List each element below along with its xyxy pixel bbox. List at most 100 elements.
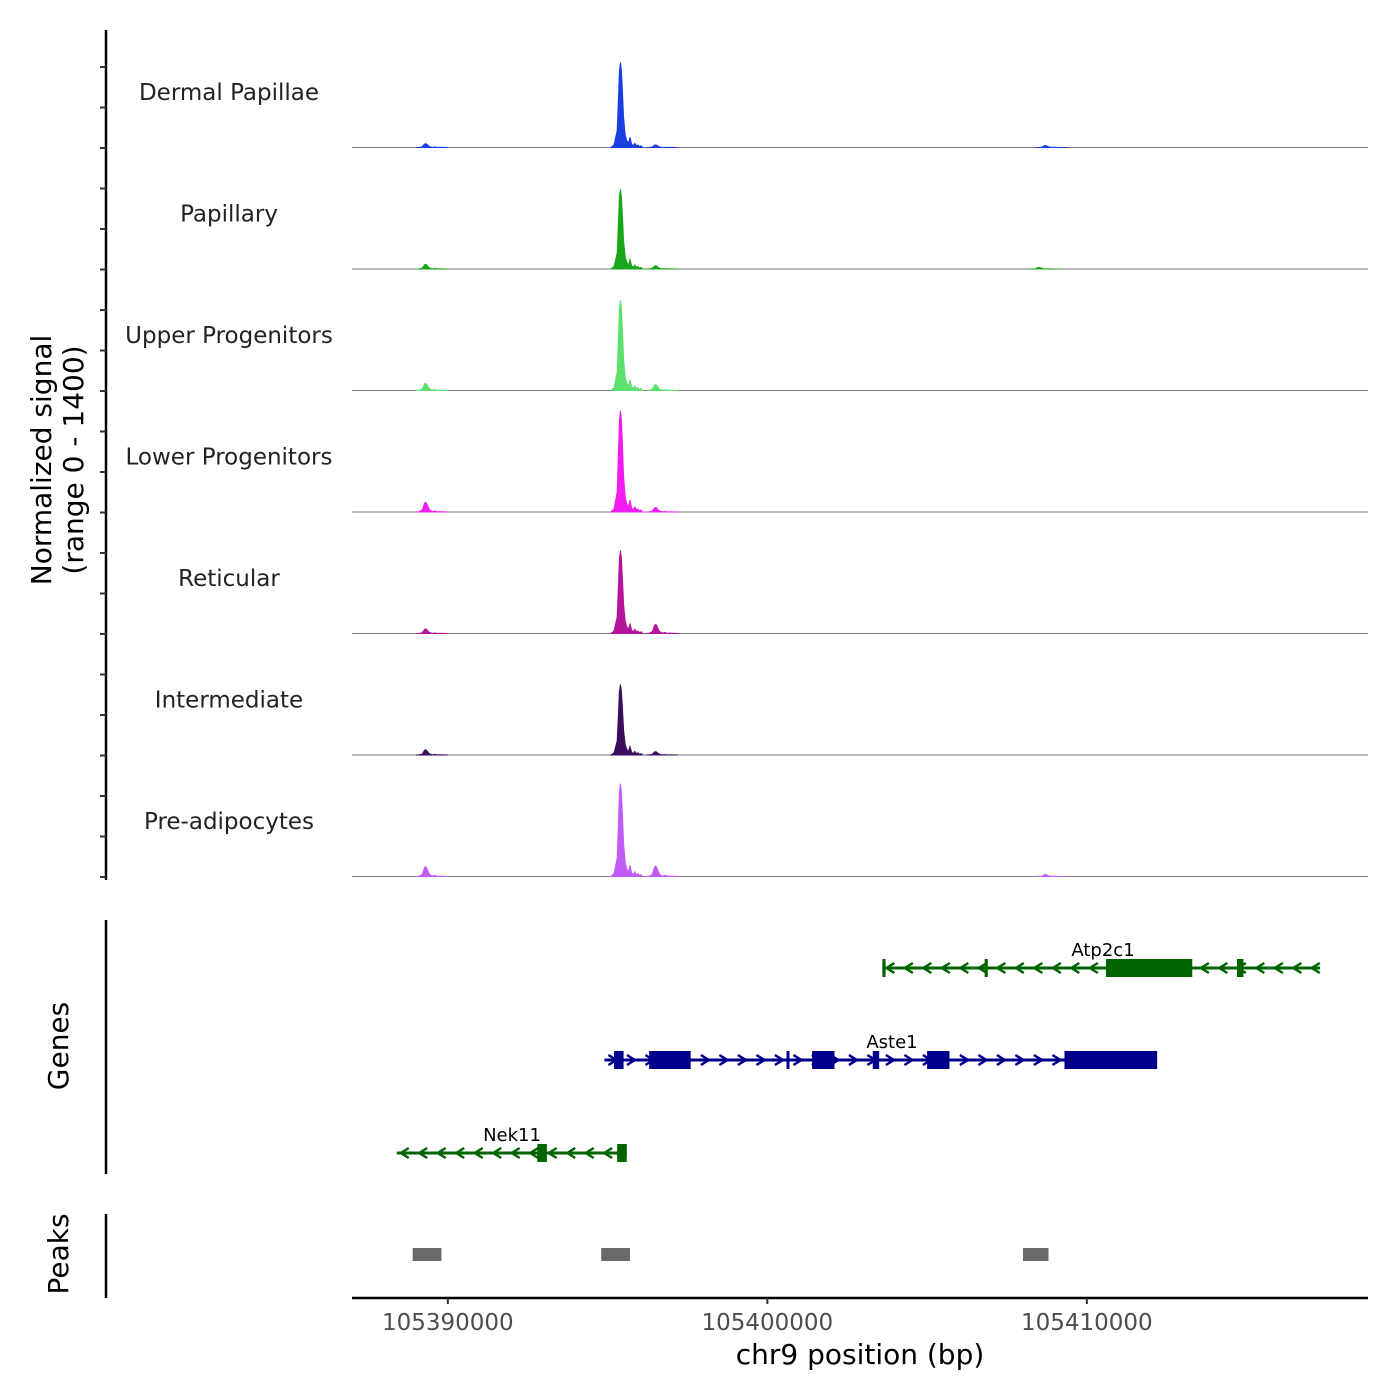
gene-exon [649,1051,691,1069]
coverage-peak [1035,144,1068,149]
gene-exon [613,1051,624,1069]
gene-label: Atp2c1 [1071,940,1134,961]
y-axis-title: Normalized signal (range 0 - 1400) [25,335,90,586]
x-tick-label: 105400000 [701,1310,833,1336]
gene-strand-arrow [1291,961,1303,975]
gene-strand-arrow [453,1146,465,1160]
gene-strand-arrow [1050,961,1062,975]
gene-exon [1237,959,1244,977]
coverage-peak [1029,266,1062,270]
gene-exon [812,1051,835,1069]
gene-strand-arrow [1069,961,1081,975]
gene-label: Aste1 [866,1032,917,1053]
gene-strand-arrow [564,1146,576,1160]
coverage-y-axis [100,30,108,880]
gene-strand-arrow [435,1146,447,1160]
gene-strand-arrow [885,1053,897,1067]
x-tick-label: 105390000 [382,1310,514,1336]
gene-strand-arrow [1087,961,1099,975]
track-papillary: Papillary [180,189,1368,270]
gene-strand-arrow [902,961,914,975]
gene-strand-arrow [995,961,1007,975]
gene-strand-arrow [792,1053,804,1067]
track-pre-adipocytes: Pre-adipocytes [144,783,1368,878]
gene-strand-arrow [1033,1053,1045,1067]
track-label: Reticular [178,566,280,592]
gene-strand-arrow [977,1053,989,1067]
gene-exon [786,1051,790,1069]
gene-aste1: Aste1 [604,1032,1158,1069]
coverage-peak [415,866,448,877]
peak-region [601,1248,630,1261]
track-lower-progenitors: Lower Progenitors [126,410,1368,513]
coverage-peak [415,382,448,391]
coverage-tracks: Dermal Papillae Papillary Upper Progenitor… [125,62,1368,878]
track-label: Dermal Papillae [139,80,319,106]
coverage-peak [415,501,448,513]
gene-strand-arrow [939,961,951,975]
gene-strand-arrow [700,1053,712,1067]
y-axis-title-line1: Normalized signal [25,335,58,586]
gene-strand-arrow [903,1053,915,1067]
genes-panel-label: Genes [42,1002,75,1090]
track-label: Upper Progenitors [125,323,333,349]
coverage-peak [609,62,644,148]
track-label: Pre-adipocytes [144,809,314,835]
gene-strand-arrow [1254,961,1266,975]
gene-strand-arrow [921,961,933,975]
coverage-peak [609,550,644,634]
gene-strand-arrow [527,1146,539,1160]
gene-exon [882,959,886,977]
gene-strand-arrow [1272,961,1284,975]
gene-strand-arrow [774,1053,786,1067]
track-dermal-papillae: Dermal Papillae [139,62,1368,149]
gene-strand-arrow [848,1053,860,1067]
gene-strand-arrow [884,961,896,975]
coverage-peak [609,300,644,391]
y-axis-title-line2: (range 0 - 1400) [57,345,90,574]
gene-strand-arrow [509,1146,521,1160]
gene-strand-arrow [583,1146,595,1160]
coverage-peak [1035,873,1068,878]
track-label: Intermediate [155,688,303,714]
gene-strand-arrow [1309,961,1321,975]
gene-strand-arrow [626,1053,638,1067]
gene-exon [984,959,988,977]
gene-strand-arrow [472,1146,484,1160]
coverage-peak [645,623,678,634]
peaks-panel-label: Peaks [42,1213,75,1294]
track-intermediate: Intermediate [155,684,1368,756]
gene-strand-arrow [996,1053,1008,1067]
coverage-peak [645,865,678,877]
gene-strand-arrow [737,1053,749,1067]
genes-panel: Genes Atp2c1 Aste1 Nek11 [42,920,1321,1174]
coverage-peak [645,144,678,149]
gene-strand-arrow [1051,1053,1063,1067]
coverage-peak [645,384,678,391]
coverage-peak [645,751,678,756]
coverage-peak [415,263,448,270]
gene-exon [1106,959,1193,977]
coverage-peak [415,749,448,756]
coverage-peak [415,143,448,149]
gene-strand-arrow [755,1053,767,1067]
x-axis: chr9 position (bp) 105390000 105400000 105… [352,1296,1368,1371]
gene-strand-arrow [490,1146,502,1160]
gene-strand-arrow [1198,961,1210,975]
gene-strand-arrow [1032,961,1044,975]
gene-exon [537,1144,547,1162]
coverage-peak [609,189,644,270]
gene-strand-arrow [976,961,988,975]
gene-strand-arrow [546,1146,558,1160]
gene-strand-arrow [959,1053,971,1067]
track-label: Papillary [180,202,278,228]
coverage-peak [609,783,644,877]
x-tick-label: 105410000 [1021,1310,1153,1336]
peak-region [1022,1248,1049,1261]
gene-label: Nek11 [483,1125,541,1146]
gene-nek11: Nek11 [396,1125,627,1162]
gene-atp2c1: Atp2c1 [882,940,1321,977]
x-axis-title: chr9 position (bp) [736,1338,985,1371]
gene-exon [872,1051,880,1069]
